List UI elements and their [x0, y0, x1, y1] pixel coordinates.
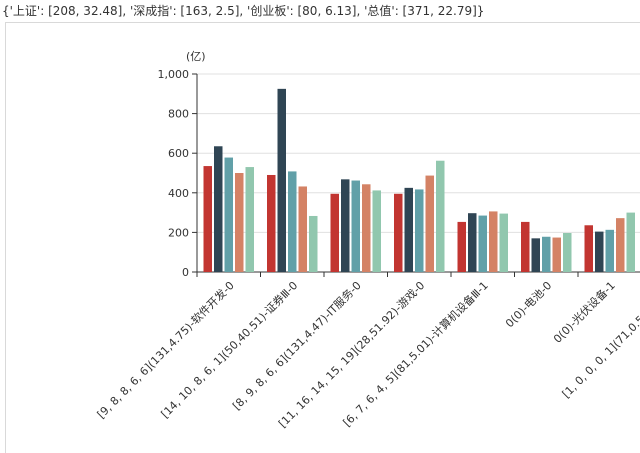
- header-text: {'上证': [208, 32.48], '深成指': [163, 2.5], …: [2, 4, 485, 18]
- bar: [478, 215, 487, 272]
- bar: [499, 213, 508, 272]
- bar: [309, 215, 318, 272]
- bar: [362, 184, 371, 272]
- bar: [521, 221, 530, 272]
- bar: [394, 193, 403, 272]
- bar: [267, 174, 276, 272]
- bar: [552, 237, 561, 272]
- bar: [531, 238, 540, 272]
- bar-chart: 0 200 400 600 800 1,000 [9, 8, 8, 6, 6](131,4.…: [94, 50, 640, 430]
- bar: [595, 231, 604, 272]
- bar: [330, 193, 339, 272]
- bar: [372, 190, 381, 272]
- y-tick-label: 0: [182, 266, 189, 279]
- bar: [489, 211, 498, 272]
- y-axis-unit-label: (亿): [186, 50, 206, 63]
- bar: [542, 236, 551, 272]
- bar: [605, 229, 614, 272]
- y-tick-label: 1,000: [158, 68, 190, 81]
- y-tick-label: 800: [168, 108, 189, 121]
- bar: [214, 146, 223, 272]
- x-category-label: [8, 9, 8, 6, 6](131,4.47)-IT服务-0: [230, 279, 364, 413]
- bar: [468, 213, 477, 272]
- bar: [616, 218, 625, 272]
- y-tick-label: 600: [168, 147, 189, 160]
- bar: [288, 171, 297, 272]
- bar: [425, 175, 434, 272]
- bar: [436, 160, 445, 272]
- bar: [341, 179, 350, 272]
- bar: [626, 212, 635, 272]
- y-tick-label: 400: [168, 187, 189, 200]
- bar: [563, 232, 572, 272]
- x-category-label: 0(0)-电池-0: [503, 279, 554, 330]
- bar: [415, 189, 424, 272]
- bar: [203, 166, 212, 272]
- chart-frame: [5, 22, 640, 453]
- x-category-label: 0(0)-光伏设备-1: [550, 278, 618, 346]
- bar: [277, 88, 286, 272]
- x-category-label: [9, 8, 8, 6, 6](131,4.75)-软件开发-0: [94, 278, 237, 421]
- bar: [351, 180, 360, 272]
- bar: [235, 173, 244, 272]
- bar: [224, 157, 233, 272]
- bar: [245, 167, 254, 272]
- bar: [298, 186, 307, 272]
- x-category-label: [14, 10, 8, 6, 1](50,40.51)-证券Ⅲ-0: [158, 278, 301, 421]
- y-tick-label: 200: [168, 226, 189, 239]
- bar-layer: [203, 88, 635, 272]
- x-category-label: [6, 7, 6, 4, 5](81,5.01)-计算机设备Ⅲ-1: [340, 278, 491, 429]
- bar: [584, 225, 593, 272]
- bar: [457, 221, 466, 272]
- bar: [404, 187, 413, 272]
